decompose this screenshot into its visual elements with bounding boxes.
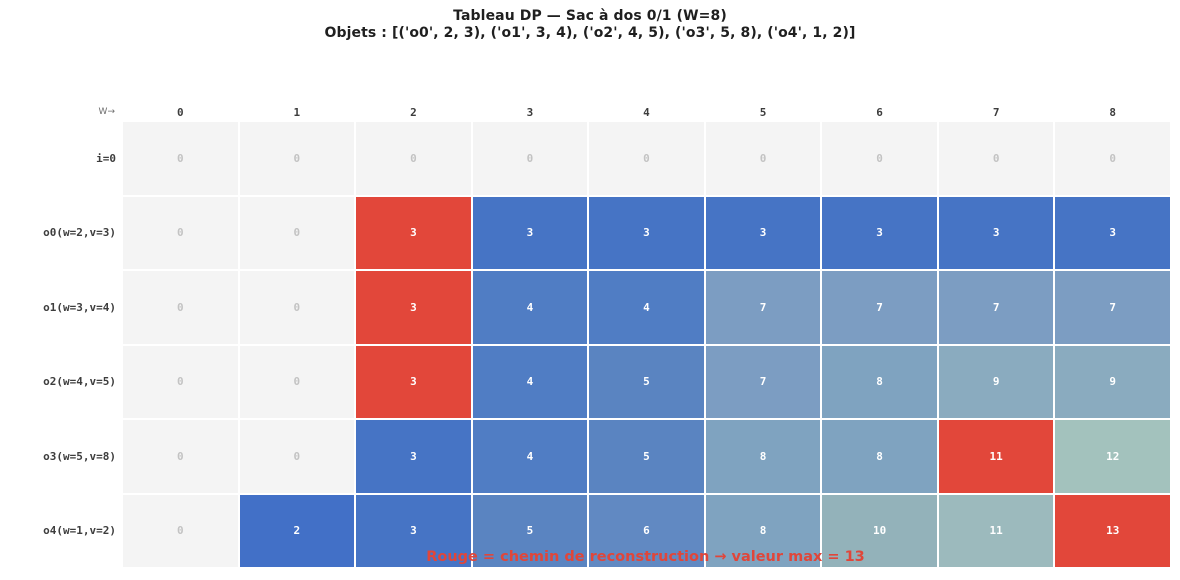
- dp-cell: 0: [705, 122, 821, 195]
- row-label: o2(w=4,v=5): [43, 375, 116, 389]
- dp-cell: 8: [822, 420, 937, 493]
- dp-cell: 0: [938, 122, 1054, 195]
- dp-cell: 3: [356, 345, 471, 418]
- dp-cell: 8: [822, 345, 937, 418]
- dp-cell: 4: [472, 420, 588, 493]
- figure-subtitle: Objets : [('o0', 2, 3), ('o1', 3, 4), ('…: [324, 24, 856, 41]
- w-axis-corner-label: W→: [98, 107, 115, 117]
- dp-cell: 0: [123, 420, 238, 493]
- dp-cell: 3: [589, 196, 704, 269]
- dp-cell: 12: [1055, 420, 1170, 493]
- dp-cell: 0: [123, 122, 238, 195]
- dp-cell: 3: [356, 196, 471, 269]
- dp-cell: 0: [123, 345, 238, 418]
- dp-cell: 7: [822, 271, 937, 344]
- dp-cell: 3: [356, 494, 471, 567]
- dp-cell: 7: [705, 345, 821, 418]
- dp-cell: 3: [356, 271, 471, 344]
- row-label: o3(w=5,v=8): [43, 449, 116, 463]
- dp-cell: 0: [239, 271, 355, 344]
- dp-cell: 9: [938, 345, 1054, 418]
- dp-cell: 10: [822, 494, 937, 567]
- dp-cell: 0: [239, 420, 355, 493]
- dp-cell: 4: [589, 271, 704, 344]
- col-header: 2: [410, 105, 417, 119]
- row-label: o0(w=2,v=3): [43, 226, 116, 240]
- dp-cell: 0: [239, 196, 355, 269]
- dp-cell: 0: [123, 196, 238, 269]
- dp-cell: 0: [822, 122, 937, 195]
- col-header: 0: [176, 105, 184, 119]
- dp-cell: 7: [705, 271, 821, 344]
- dp-cell: 11: [938, 494, 1054, 567]
- dp-cell: 6: [589, 494, 704, 567]
- dp-cell: 0: [356, 122, 471, 195]
- dp-cell: 5: [472, 494, 588, 567]
- dp-cell: 4: [472, 271, 588, 344]
- dp-cell: 3: [705, 196, 821, 269]
- row-label: o4(w=1,v=2): [43, 524, 116, 538]
- dp-cell: 0: [123, 271, 238, 344]
- dp-cell: 3: [822, 196, 937, 269]
- dp-grid: W→ 0 1 2 3 4 5 6 7 8 i=0 0 0 0 0 0 0 0 0 0 o0(w=2,v=3) 0 0 3 3 3 3…: [0, 104, 1170, 567]
- dp-cell: 4: [472, 345, 588, 418]
- dp-cell: 11: [938, 420, 1054, 493]
- col-header: 6: [876, 105, 883, 119]
- dp-cell: 0: [239, 122, 355, 195]
- dp-cell: 13: [1055, 494, 1170, 567]
- col-header: 5: [759, 105, 767, 119]
- dp-cell: 0: [1055, 122, 1170, 195]
- dp-cell: 0: [589, 122, 704, 195]
- dp-cell: 3: [356, 420, 471, 493]
- col-header: 7: [992, 105, 1000, 119]
- dp-cell: 8: [705, 494, 821, 567]
- dp-cell: 9: [1055, 345, 1170, 418]
- reconstruction-note: Rouge = chemin de reconstruction → valeu…: [426, 549, 865, 565]
- row-label: o1(w=3,v=4): [43, 300, 116, 314]
- dp-cell: 7: [1055, 271, 1170, 344]
- col-header: 1: [293, 105, 301, 119]
- row-label: i=0: [96, 151, 116, 165]
- col-header: 3: [526, 105, 534, 119]
- figure-title-block: Tableau DP — Sac à dos 0/1 (W=8) Objets …: [0, 8, 1180, 41]
- dp-cell: 0: [472, 122, 588, 195]
- dp-cell: 0: [123, 494, 238, 567]
- col-header: 4: [643, 105, 650, 119]
- dp-cell: 3: [472, 196, 588, 269]
- dp-cell: 2: [239, 494, 355, 567]
- dp-cell: 5: [589, 420, 704, 493]
- dp-cell: 8: [705, 420, 821, 493]
- dp-cell: 0: [239, 345, 355, 418]
- dp-cell: 7: [938, 271, 1054, 344]
- col-header: 8: [1109, 105, 1117, 119]
- figure-title: Tableau DP — Sac à dos 0/1 (W=8): [453, 8, 727, 24]
- dp-cell: 3: [1055, 196, 1170, 269]
- dp-cell: 5: [589, 345, 704, 418]
- dp-cell: 3: [938, 196, 1054, 269]
